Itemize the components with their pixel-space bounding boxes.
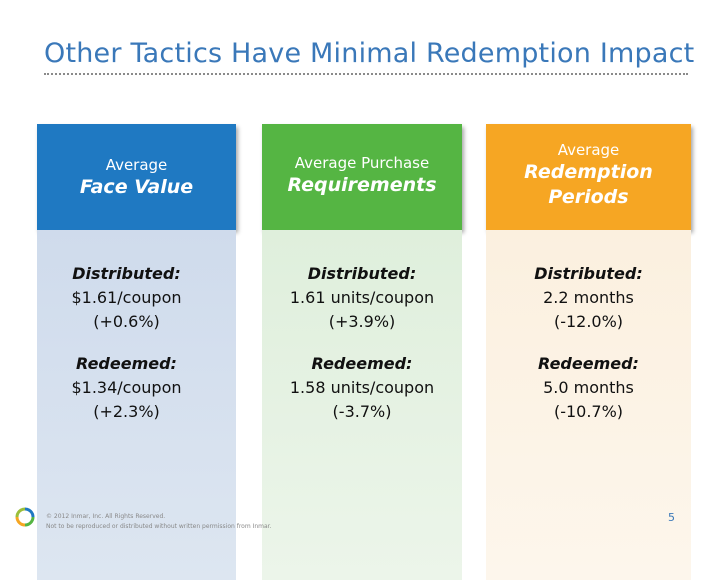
page-number: 5 [668, 511, 675, 524]
redeemed-label: Redeemed: [76, 354, 177, 373]
purchase-requirements-header-small: Average Purchase [294, 154, 430, 172]
distributed-value: 2.2 months [543, 288, 634, 307]
redeemed-change: (-3.7%) [332, 402, 392, 421]
redeemed-value: 5.0 months [543, 378, 634, 397]
purchase-requirements-header: Average Purchase Requirements [262, 124, 462, 230]
redeemed-change: (-10.7%) [553, 402, 624, 421]
redemption-periods-header-title-line1: Redemption [524, 161, 653, 183]
face-value-header-title: Face Value [79, 176, 194, 198]
distributed-change: (+3.9%) [328, 312, 396, 331]
distributed-change: (-12.0%) [553, 312, 624, 331]
redemption-periods-body: Distributed: 2.2 months (-12.0%) Redeeme… [486, 230, 691, 580]
distributed-label: Distributed: [534, 264, 643, 283]
distributed-label: Distributed: [307, 264, 417, 283]
purchase-requirements-header-title: Requirements [287, 174, 437, 196]
redeemed-change: (+2.3%) [93, 402, 160, 421]
slide-title: Other Tactics Have Minimal Redemption Im… [44, 38, 695, 69]
redeemed-label: Redeemed: [538, 354, 639, 373]
redeemed-value: $1.34/coupon [71, 378, 182, 397]
redemption-periods-header: Average Redemption Periods [486, 124, 691, 230]
purchase-requirements-body: Distributed: 1.61 units/coupon (+3.9%) R… [262, 230, 462, 580]
inmar-logo-icon [15, 507, 35, 527]
redeemed-value: 1.58 units/coupon [289, 378, 435, 397]
title-divider [44, 73, 688, 75]
face-value-header: Average Face Value [37, 124, 236, 230]
redeemed-label: Redeemed: [311, 354, 413, 373]
footer-notice: Not to be reproduced or distributed with… [46, 523, 272, 530]
distributed-value: 1.61 units/coupon [289, 288, 435, 307]
distributed-value: $1.61/coupon [71, 288, 182, 307]
footer-text: © 2012 Inmar, Inc. All Rights Reserved. … [46, 512, 272, 532]
face-value-body: Distributed: $1.61/coupon (+0.6%) Redeem… [37, 230, 236, 580]
redemption-periods-header-small: Average [557, 141, 620, 159]
distributed-label: Distributed: [72, 264, 181, 283]
redemption-periods-header-title-line2: Periods [548, 186, 629, 208]
distributed-change: (+0.6%) [93, 312, 160, 331]
footer-copyright: © 2012 Inmar, Inc. All Rights Reserved. [46, 513, 166, 520]
face-value-header-small: Average [105, 156, 168, 174]
